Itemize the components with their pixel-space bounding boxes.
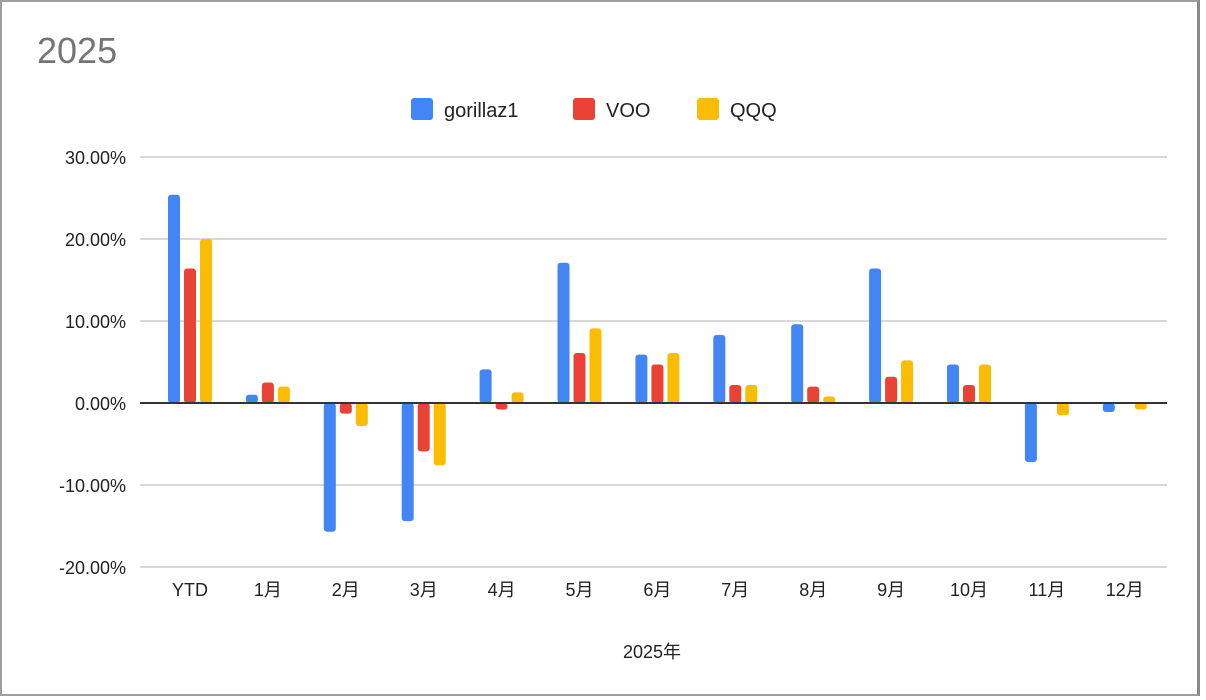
bar-voo — [261, 382, 274, 403]
y-tick-label: -10.00% — [59, 476, 126, 496]
x-tick-label: 6月 — [643, 580, 671, 600]
legend-swatch-qqq — [697, 98, 719, 120]
bar-gorillaz1 — [323, 403, 336, 532]
bar-gorillaz1 — [713, 334, 726, 403]
legend-swatch-voo — [573, 98, 595, 120]
bar-voo — [807, 386, 820, 403]
y-tick-label: -20.00% — [59, 558, 126, 578]
x-tick-label: 12月 — [1106, 580, 1144, 600]
bar-qqq — [1134, 403, 1147, 410]
x-tick-label: 5月 — [565, 580, 593, 600]
legend-label: gorillaz1 — [444, 100, 518, 122]
x-axis-title: 2025年 — [623, 642, 681, 662]
legend-label: QQQ — [730, 100, 777, 122]
bar-gorillaz1 — [791, 324, 804, 403]
bar-voo — [184, 268, 196, 403]
bar-voo — [729, 384, 742, 403]
bar-voo — [495, 403, 508, 410]
bar-gorillaz1 — [557, 262, 570, 403]
bar-gorillaz1 — [1102, 403, 1115, 413]
bar-qqq — [355, 403, 368, 426]
legend-label: VOO — [606, 100, 650, 122]
bar-qqq — [200, 239, 212, 403]
bar-voo — [963, 384, 975, 403]
x-tick-label: 7月 — [721, 580, 749, 600]
x-tick-label: 4月 — [488, 580, 516, 600]
bar-gorillaz1 — [947, 364, 959, 403]
bar-voo — [417, 403, 430, 452]
bar-qqq — [511, 392, 524, 403]
bar-gorillaz1 — [479, 369, 492, 403]
bar-voo — [885, 376, 898, 403]
bar-gorillaz1 — [245, 394, 258, 403]
x-tick-label: 8月 — [799, 580, 827, 600]
bar-qqq — [745, 384, 758, 403]
bar-qqq — [1056, 403, 1069, 416]
x-tick-label: 9月 — [877, 580, 905, 600]
y-tick-label: 20.00% — [65, 230, 126, 250]
bar-qqq — [667, 352, 680, 403]
legend-swatch-gorillaz1 — [411, 98, 433, 120]
bar-gorillaz1 — [869, 268, 882, 403]
x-tick-label: YTD — [172, 580, 208, 600]
bar-qqq — [979, 364, 991, 403]
bar-voo — [573, 352, 586, 403]
bar-qqq — [589, 328, 602, 403]
x-tick-label: 10月 — [950, 580, 988, 600]
x-tick-label: 2月 — [332, 580, 360, 600]
bar-gorillaz1 — [1024, 403, 1037, 463]
bar-qqq — [823, 396, 836, 403]
y-tick-label: 0.00% — [75, 394, 126, 414]
x-tick-label: 1月 — [254, 580, 282, 600]
bar-voo — [651, 364, 664, 403]
y-tick-label: 10.00% — [65, 312, 126, 332]
bar-qqq — [433, 403, 446, 466]
bar-gorillaz1 — [401, 403, 414, 522]
y-tick-label: 30.00% — [65, 148, 126, 168]
bar-gorillaz1 — [168, 194, 180, 403]
x-tick-label: 3月 — [410, 580, 438, 600]
bar-voo — [339, 403, 352, 414]
chart-title: 2025 — [37, 30, 118, 71]
bar-qqq — [901, 360, 914, 403]
bar-qqq — [277, 386, 290, 403]
x-tick-label: 11月 — [1029, 580, 1066, 600]
bar-gorillaz1 — [635, 354, 648, 403]
